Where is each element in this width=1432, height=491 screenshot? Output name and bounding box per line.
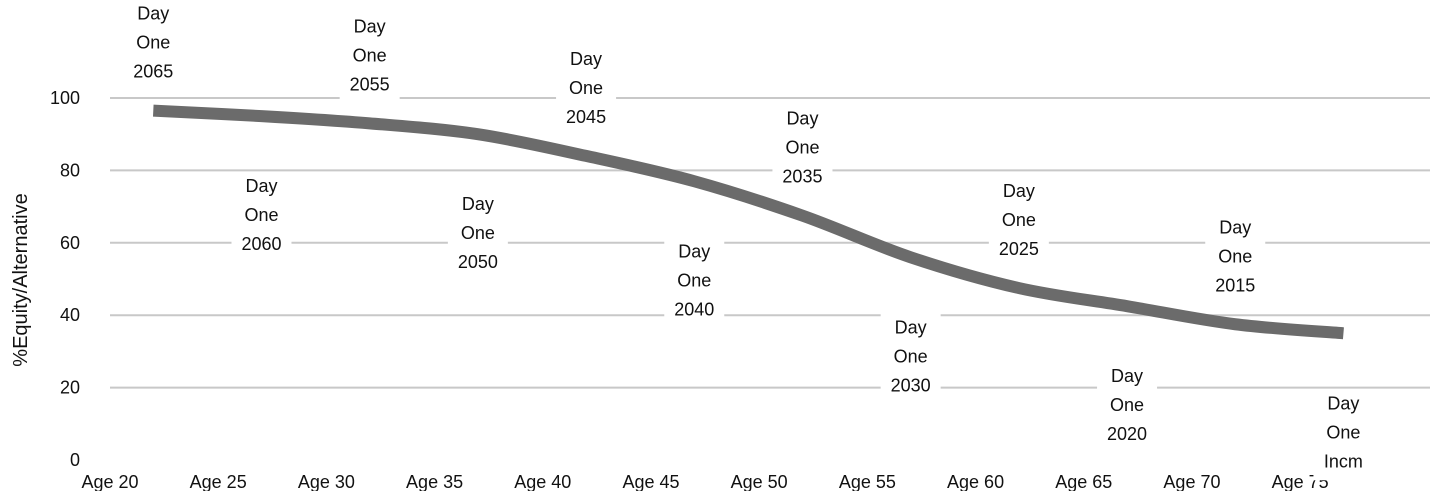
point-label-line: Day — [1111, 366, 1143, 386]
point-label: Day One 2015 — [1205, 213, 1266, 305]
point-label-line: Day — [786, 109, 818, 129]
point-label-line: One — [569, 78, 603, 98]
point-label-backdrop — [772, 104, 833, 196]
point-label-line: 2055 — [350, 74, 390, 94]
point-label-line: 2030 — [891, 375, 931, 395]
point-label-backdrop — [1097, 362, 1158, 454]
point-label-backdrop — [123, 0, 184, 91]
point-label-line: Day — [570, 49, 602, 69]
point-label-line: Day — [678, 241, 710, 261]
point-label-backdrop — [447, 190, 508, 282]
x-tick-label: Age 40 — [514, 472, 571, 491]
x-tick-label: Age 70 — [1163, 472, 1220, 491]
point-label-line: 2020 — [1107, 424, 1147, 444]
point-label-line: One — [353, 45, 387, 65]
y-axis-ticks: 0 20 40 60 80 100 — [50, 88, 80, 470]
y-tick-label: 0 — [70, 450, 80, 470]
point-label: Day One 2050 — [447, 190, 508, 282]
point-label: Day One 2045 — [556, 44, 617, 136]
point-labels: Day One 2065 Day One 2060 Day One 2055 Day One 2050… — [123, 0, 1374, 481]
point-label-line: One — [677, 270, 711, 290]
y-tick-label: 60 — [60, 233, 80, 253]
x-tick-label: Age 20 — [81, 472, 138, 491]
point-label: Day One 2030 — [880, 313, 941, 405]
point-label: Day One 2065 — [123, 0, 184, 91]
point-label-line: One — [1002, 210, 1036, 230]
point-label-line: Day — [895, 317, 927, 337]
x-tick-label: Age 60 — [947, 472, 1004, 491]
point-label-backdrop — [1313, 389, 1374, 481]
point-label-backdrop — [231, 172, 292, 264]
point-label-line: Day — [354, 16, 386, 36]
x-tick-label: Age 45 — [622, 472, 679, 491]
point-label-backdrop — [339, 12, 400, 104]
x-axis-ticks: Age 20 Age 25 Age 30 Age 35 Age 40 Age 45 Age … — [81, 472, 1328, 491]
point-label: Day One 2035 — [772, 104, 833, 196]
x-tick-label: Age 35 — [406, 472, 463, 491]
point-label: Day One Incm — [1313, 389, 1374, 481]
point-label-backdrop — [1205, 213, 1266, 305]
x-tick-label: Age 50 — [731, 472, 788, 491]
point-label-line: One — [785, 138, 819, 158]
point-label-line: 2015 — [1215, 275, 1255, 295]
point-label-line: Day — [1327, 393, 1359, 413]
point-label-line: One — [1110, 395, 1144, 415]
x-tick-label: Age 25 — [190, 472, 247, 491]
point-label: Day One 2020 — [1097, 362, 1158, 454]
point-label: Day One 2025 — [988, 177, 1049, 269]
point-label-line: Day — [137, 4, 169, 24]
point-label: Day One 2040 — [664, 237, 725, 329]
point-label-line: 2035 — [782, 167, 822, 187]
point-label-line: 2025 — [999, 239, 1039, 259]
point-label-line: One — [461, 223, 495, 243]
point-label-line: 2040 — [674, 299, 714, 319]
y-tick-label: 20 — [60, 378, 80, 398]
x-tick-label: Age 55 — [839, 472, 896, 491]
point-label-line: Day — [245, 176, 277, 196]
y-axis-title: %Equity/Alternative — [10, 193, 32, 366]
point-label-line: Day — [462, 194, 494, 214]
point-label-line: Day — [1219, 217, 1251, 237]
point-label-backdrop — [988, 177, 1049, 269]
point-label-line: One — [894, 346, 928, 366]
series-line-group — [152, 104, 1344, 340]
point-label-line: One — [136, 33, 170, 53]
point-label-line: Incm — [1324, 451, 1363, 471]
x-tick-label: Age 65 — [1055, 472, 1112, 491]
y-tick-label: 100 — [50, 88, 80, 108]
y-tick-label: 80 — [60, 160, 80, 180]
point-label-backdrop — [556, 44, 617, 136]
series-line — [152, 104, 1344, 340]
point-label-line: 2065 — [133, 62, 173, 82]
point-label-line: One — [244, 205, 278, 225]
point-label-line: Day — [1003, 181, 1035, 201]
point-label-line: 2045 — [566, 107, 606, 127]
point-label-line: One — [1326, 422, 1360, 442]
point-label: Day One 2055 — [339, 12, 400, 104]
point-label: Day One 2060 — [231, 172, 292, 264]
point-label-backdrop — [880, 313, 941, 405]
point-label-line: One — [1218, 246, 1252, 266]
point-label-line: 2060 — [241, 234, 281, 254]
y-tick-label: 40 — [60, 305, 80, 325]
point-label-backdrop — [664, 237, 725, 329]
x-tick-label: Age 30 — [298, 472, 355, 491]
point-label-line: 2050 — [458, 252, 498, 272]
